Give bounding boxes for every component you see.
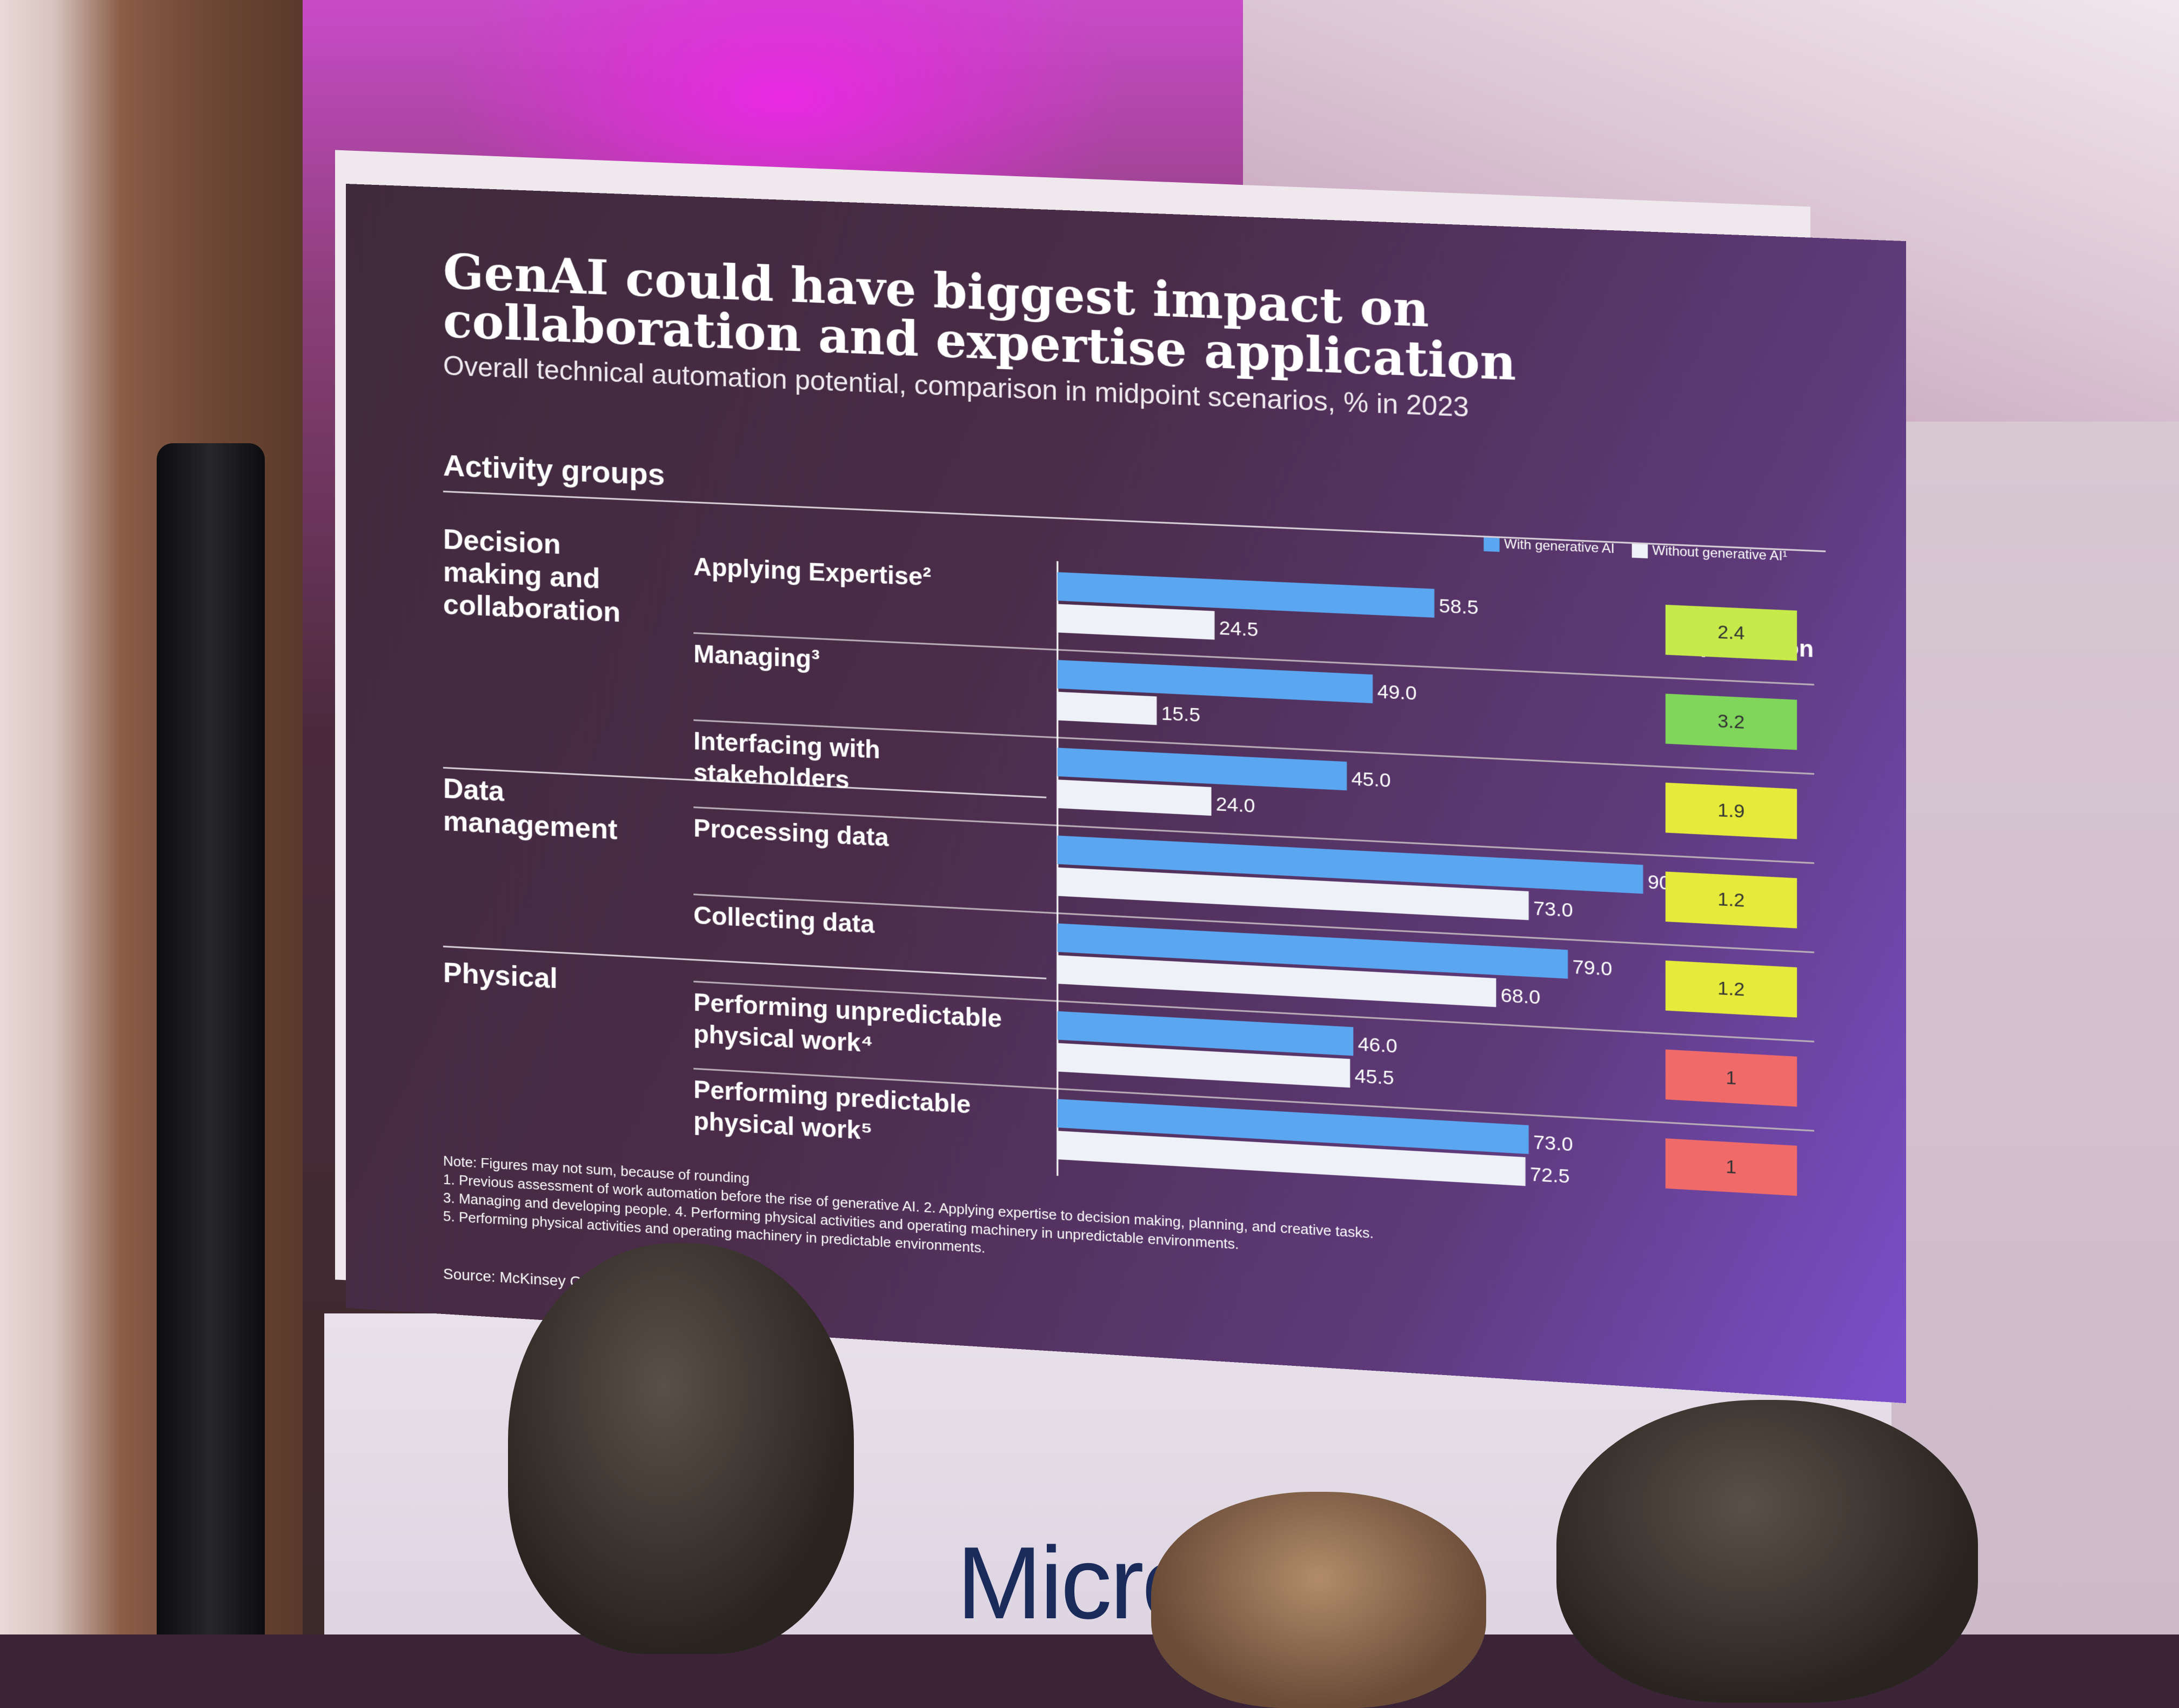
bar-value-label: 73.0 bbox=[1533, 1130, 1573, 1155]
amplification-badge: 2.4 bbox=[1666, 605, 1797, 661]
amplification-badge: 1 bbox=[1666, 1138, 1797, 1196]
bar-value-label: 79.0 bbox=[1573, 955, 1613, 980]
bar-value-label: 58.5 bbox=[1439, 594, 1479, 618]
speaker-column bbox=[157, 443, 265, 1634]
bar-value-label: 49.0 bbox=[1377, 680, 1416, 704]
bar-value-label: 46.0 bbox=[1358, 1032, 1398, 1057]
amplification-badge: 1.2 bbox=[1666, 960, 1797, 1017]
bar-value-label: 24.5 bbox=[1219, 616, 1259, 640]
amplification-badge: 3.2 bbox=[1666, 693, 1797, 750]
audience-head bbox=[1151, 1492, 1486, 1708]
bar-value-label: 73.0 bbox=[1533, 897, 1573, 922]
bar-without-genai bbox=[1058, 692, 1157, 725]
bar-value-label: 24.0 bbox=[1216, 792, 1255, 817]
bar-value-label: 45.0 bbox=[1352, 767, 1391, 791]
amplification-badge: 1.9 bbox=[1666, 783, 1797, 839]
amplification-badge: 1 bbox=[1666, 1050, 1797, 1107]
bar-without-genai bbox=[1058, 779, 1212, 816]
bar-value-label: 72.5 bbox=[1530, 1163, 1570, 1187]
amplification-badge: 1.2 bbox=[1666, 871, 1797, 928]
bar-value-label: 45.5 bbox=[1355, 1064, 1394, 1089]
audience-head bbox=[508, 1243, 854, 1654]
bar-without-genai bbox=[1058, 604, 1215, 639]
audience-head bbox=[1556, 1400, 1978, 1703]
bar-value-label: 15.5 bbox=[1161, 702, 1200, 726]
bar-value-label: 68.0 bbox=[1501, 984, 1540, 1009]
slide: GenAI could have biggest impact on colla… bbox=[346, 184, 1906, 1403]
